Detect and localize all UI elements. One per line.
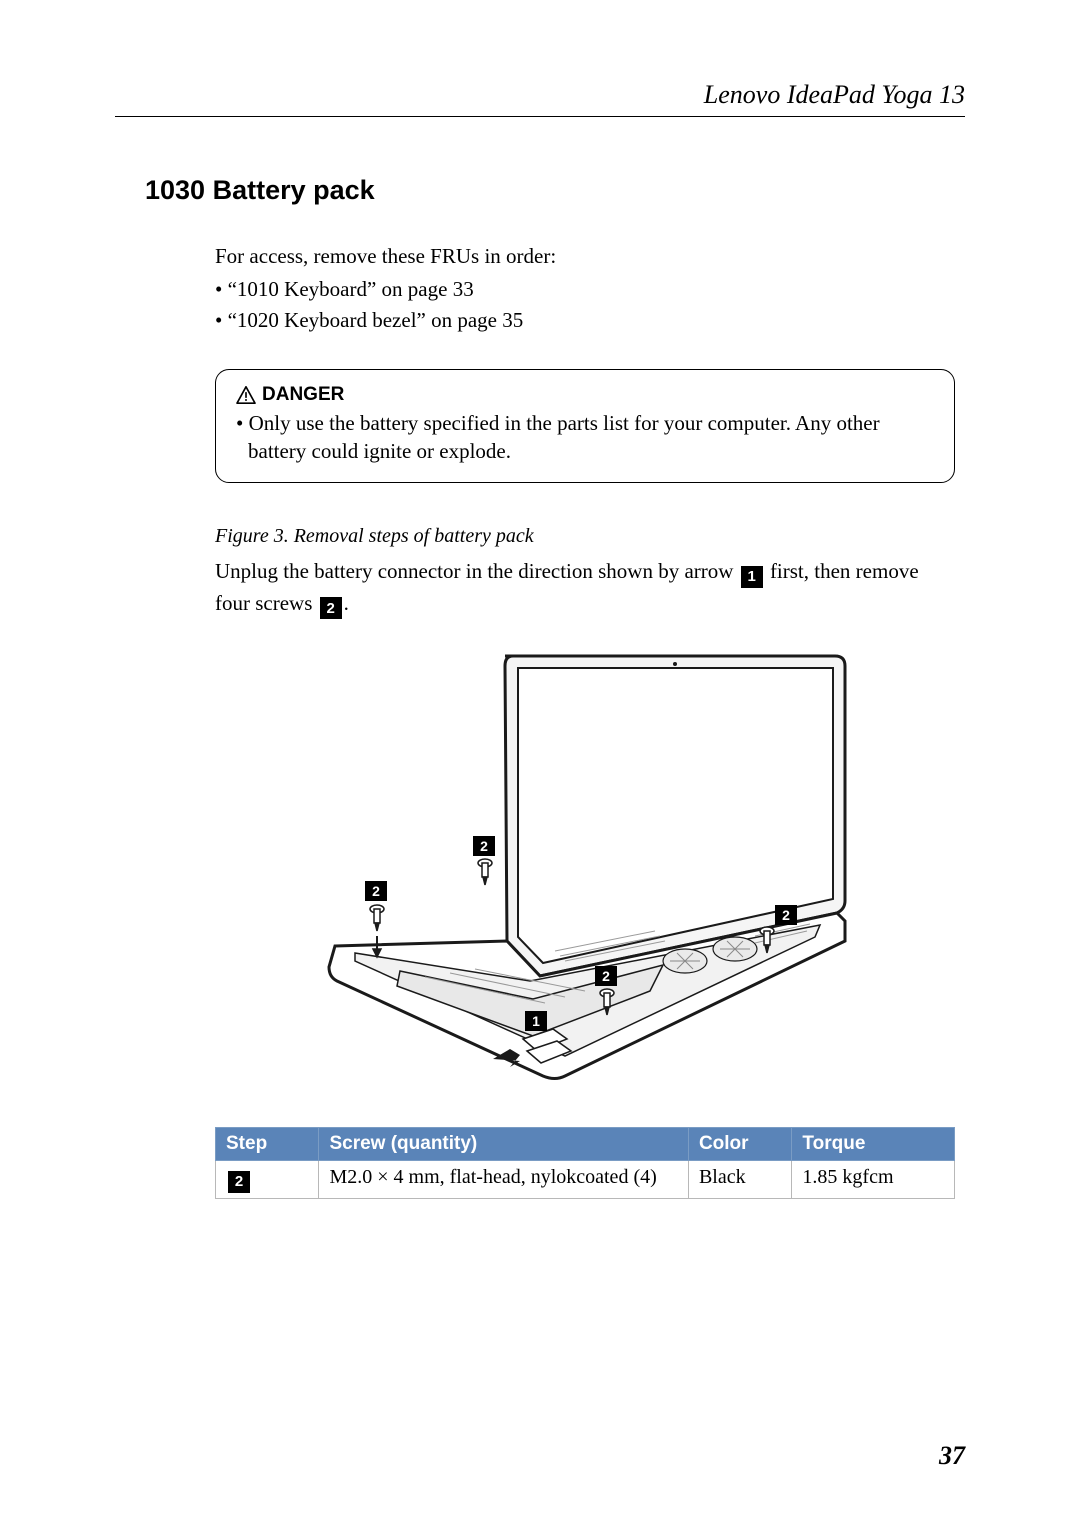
- th-color: Color: [688, 1128, 791, 1161]
- danger-text-content: Only use the battery specified in the pa…: [248, 411, 880, 463]
- td-screw: M2.0 × 4 mm, flat-head, nylokcoated (4): [319, 1161, 689, 1199]
- prereq-item: “1010 Keyboard” on page 33: [215, 274, 955, 304]
- callout-screws: 2: [320, 597, 342, 619]
- figure-description: Unplug the battery connector in the dire…: [215, 556, 955, 620]
- svg-text:2: 2: [372, 883, 380, 899]
- section-title: 1030 Battery pack: [145, 175, 965, 206]
- table-header-row: Step Screw (quantity) Color Torque: [216, 1128, 955, 1161]
- danger-heading: DANGER: [236, 384, 934, 406]
- prereq-item: “1020 Keyboard bezel” on page 35: [215, 305, 955, 335]
- table-row: 2 M2.0 × 4 mm, flat-head, nylokcoated (4…: [216, 1161, 955, 1199]
- th-screw: Screw (quantity): [319, 1128, 689, 1161]
- battery-removal-diagram: 2 2 2 2 1: [315, 641, 855, 1101]
- td-color: Black: [688, 1161, 791, 1199]
- td-step: 2: [216, 1161, 319, 1199]
- figure-desc-post: .: [344, 591, 349, 615]
- callout-connector: 1: [741, 566, 763, 588]
- danger-box: DANGER • Only use the battery specified …: [215, 369, 955, 482]
- danger-text: • Only use the battery specified in the …: [236, 410, 934, 465]
- screw-table: Step Screw (quantity) Color Torque 2 M2.…: [215, 1127, 955, 1199]
- callout-step: 2: [228, 1171, 250, 1193]
- figure-desc-pre: Unplug the battery connector in the dire…: [215, 559, 739, 583]
- manual-page: Lenovo IdeaPad Yoga 13 1030 Battery pack…: [0, 0, 1080, 1529]
- diagram-wrapper: 2 2 2 2 1: [215, 641, 955, 1101]
- svg-text:2: 2: [602, 968, 610, 984]
- prereq-list: “1010 Keyboard” on page 33 “1020 Keyboar…: [215, 274, 955, 335]
- svg-text:2: 2: [480, 838, 488, 854]
- header-rule: [115, 116, 965, 117]
- page-number: 37: [939, 1441, 965, 1471]
- svg-text:1: 1: [532, 1013, 540, 1029]
- svg-text:2: 2: [782, 907, 790, 923]
- td-torque: 1.85 kgfcm: [792, 1161, 955, 1199]
- body-block: For access, remove these FRUs in order: …: [215, 242, 955, 1199]
- intro-text: For access, remove these FRUs in order:: [215, 242, 955, 270]
- warning-icon: [236, 386, 256, 404]
- figure-caption: Figure 3. Removal steps of battery pack: [215, 525, 955, 548]
- th-torque: Torque: [792, 1128, 955, 1161]
- running-header: Lenovo IdeaPad Yoga 13: [115, 80, 965, 110]
- th-step: Step: [216, 1128, 319, 1161]
- danger-label: DANGER: [262, 384, 344, 406]
